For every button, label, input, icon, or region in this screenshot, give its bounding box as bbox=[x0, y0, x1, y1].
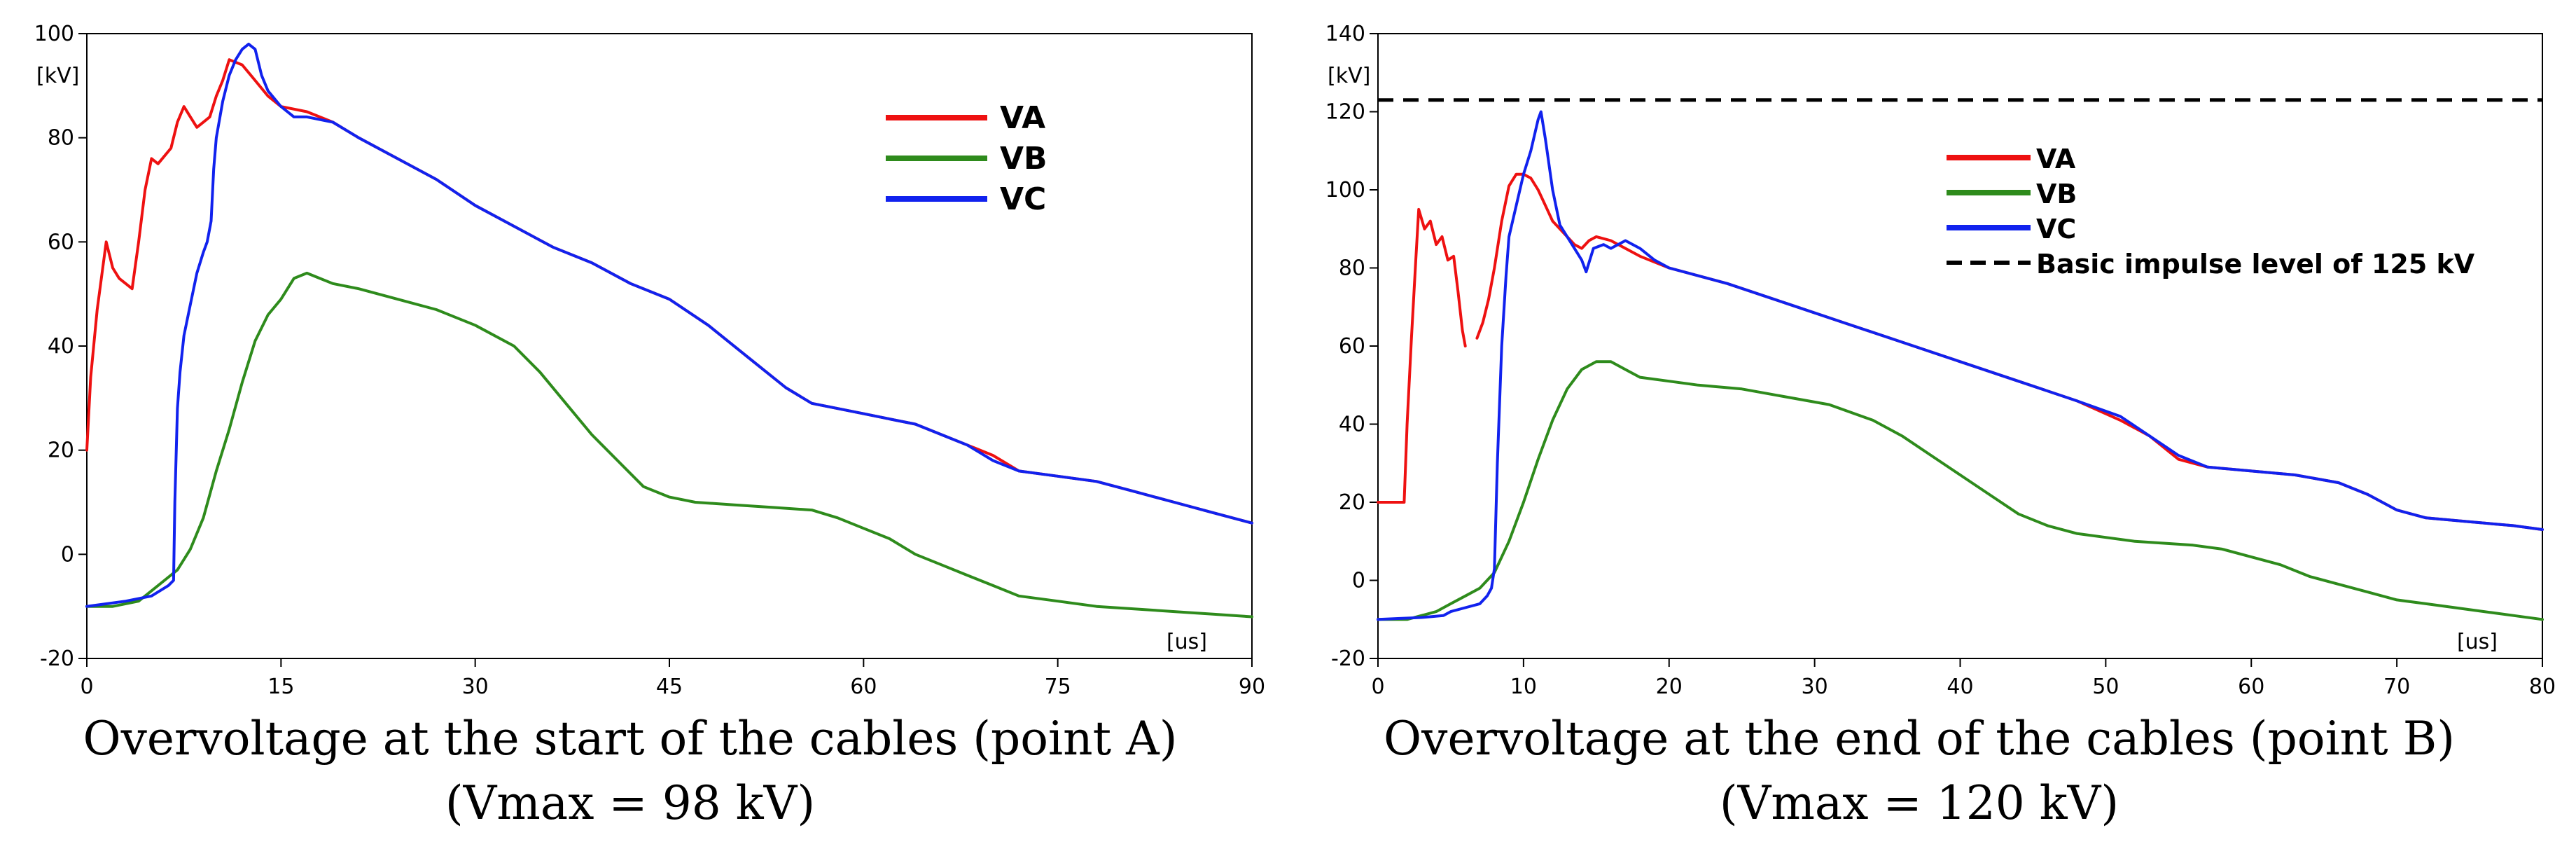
legend-label-vb: VB bbox=[2036, 179, 2077, 209]
y-tick-label: 100 bbox=[34, 22, 74, 46]
x-tick-label: 80 bbox=[2529, 675, 2556, 699]
x-tick-label: 60 bbox=[850, 675, 877, 699]
y-tick-label: 40 bbox=[1339, 413, 1365, 437]
chart-b-ylabel: [kV] bbox=[1328, 64, 1370, 88]
x-tick-label: 70 bbox=[2383, 675, 2410, 699]
y-tick-label: 80 bbox=[1339, 256, 1365, 281]
y-tick-label: 80 bbox=[48, 126, 74, 151]
y-tick-label: -20 bbox=[40, 647, 74, 671]
y-tick-label: -20 bbox=[1331, 647, 1365, 671]
chart-a-caption-vmax: (Vmax = 98 kV) bbox=[445, 776, 816, 830]
x-tick-label: 60 bbox=[2238, 675, 2264, 699]
y-tick-label: 40 bbox=[48, 334, 74, 359]
series-line-vc bbox=[1377, 110, 2544, 621]
y-tick-label: 20 bbox=[48, 439, 74, 463]
series-line-vb bbox=[85, 271, 1253, 619]
y-tick-label: 140 bbox=[1325, 22, 1365, 46]
chart-b-xlabel: [us] bbox=[2457, 630, 2498, 654]
legend-label-bil: Basic impulse level of 125 kV bbox=[2036, 249, 2475, 279]
x-tick-label: 20 bbox=[1656, 675, 1683, 699]
x-tick-label: 0 bbox=[1371, 675, 1384, 699]
legend-label-va: VA bbox=[2036, 144, 2076, 174]
y-tick-label: 20 bbox=[1339, 490, 1365, 515]
chart-a-xlabel: [us] bbox=[1167, 630, 1207, 654]
x-tick-label: 45 bbox=[656, 675, 683, 699]
legend-label-va: VA bbox=[1000, 100, 1045, 136]
chart-a-ylabel: [kV] bbox=[36, 64, 79, 88]
x-tick-label: 15 bbox=[267, 675, 294, 699]
series-line-vc bbox=[85, 42, 1253, 608]
chart-b-caption-title: Overvoltage at the end of the cables (po… bbox=[1384, 712, 2455, 766]
y-tick-label: 0 bbox=[61, 542, 74, 567]
chart-b-caption-vmax: (Vmax = 120 kV) bbox=[1719, 776, 2119, 830]
legend-label-vb: VB bbox=[1000, 141, 1047, 177]
legend-label-vc: VC bbox=[2036, 214, 2076, 244]
legend-label-vc: VC bbox=[1000, 181, 1046, 217]
x-tick-label: 90 bbox=[1239, 675, 1265, 699]
y-tick-label: 0 bbox=[1352, 569, 1365, 593]
chart-a-caption-title: Overvoltage at the start of the cables (… bbox=[83, 712, 1178, 766]
x-tick-label: 30 bbox=[1802, 675, 1828, 699]
chart-a-frame bbox=[86, 33, 1253, 659]
x-tick-label: 30 bbox=[462, 675, 489, 699]
x-tick-label: 40 bbox=[1947, 675, 1973, 699]
series-line-va bbox=[85, 58, 1253, 525]
chart-b-frame bbox=[1377, 33, 2543, 659]
y-tick-label: 120 bbox=[1325, 100, 1365, 125]
x-tick-label: 0 bbox=[80, 675, 93, 699]
x-tick-label: 10 bbox=[1510, 675, 1537, 699]
x-tick-label: 75 bbox=[1045, 675, 1071, 699]
y-tick-label: 60 bbox=[1339, 334, 1365, 359]
y-tick-label: 100 bbox=[1325, 178, 1365, 202]
y-tick-label: 60 bbox=[48, 230, 74, 254]
x-tick-label: 50 bbox=[2092, 675, 2119, 699]
series-line-vb bbox=[1377, 360, 2544, 621]
